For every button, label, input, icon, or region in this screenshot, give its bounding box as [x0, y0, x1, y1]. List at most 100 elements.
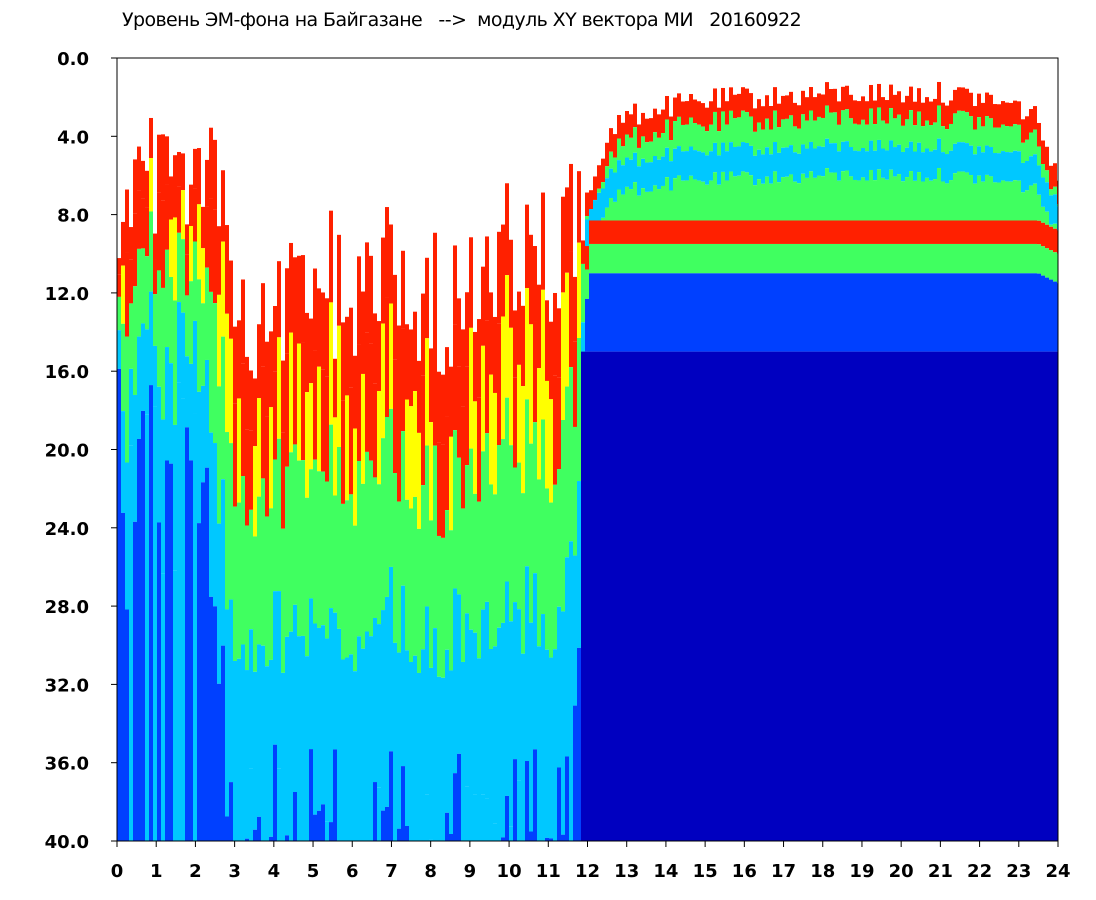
heatmap-column	[557, 308, 561, 841]
heatmap-cell	[257, 398, 261, 497]
heatmap-cell	[193, 413, 197, 841]
heatmap-cell	[389, 566, 393, 752]
heatmap-cell	[933, 273, 937, 352]
heatmap-cell	[809, 110, 813, 142]
heatmap-cell	[1021, 273, 1025, 352]
heatmap-cell	[509, 826, 513, 841]
heatmap-column	[909, 86, 913, 841]
heatmap-cell	[781, 220, 785, 244]
heatmap-cell	[145, 329, 149, 415]
heatmap-cell	[689, 273, 693, 352]
heatmap-cell	[501, 837, 505, 841]
heatmap-cell	[577, 647, 581, 841]
heatmap-cell	[609, 198, 613, 221]
heatmap-cell	[909, 220, 913, 244]
heatmap-cell	[557, 606, 561, 768]
heatmap-cell	[985, 116, 989, 146]
heatmap-cell	[1053, 194, 1057, 224]
heatmap-cell	[681, 101, 685, 125]
heatmap-cell	[417, 528, 421, 673]
heatmap-cell	[965, 172, 969, 221]
heatmap-cell	[117, 274, 121, 297]
heatmap-cell	[925, 120, 929, 149]
heatmap-cell	[729, 87, 733, 111]
heatmap-cell	[757, 179, 761, 221]
heatmap-cell	[721, 351, 725, 841]
heatmap-cell	[901, 181, 905, 221]
heatmap-cell	[153, 294, 157, 346]
heatmap-cell	[865, 351, 869, 841]
heatmap-cell	[785, 243, 789, 274]
heatmap-cell	[525, 399, 529, 567]
heatmap-cell	[1005, 181, 1009, 221]
heatmap-cell	[1009, 351, 1013, 841]
heatmap-cell	[801, 90, 805, 115]
heatmap-cell	[865, 180, 869, 221]
heatmap-cell	[281, 432, 285, 529]
heatmap-cell	[129, 303, 133, 369]
heatmap-cell	[645, 243, 649, 274]
heatmap-cell	[449, 530, 453, 671]
heatmap-cell	[561, 611, 565, 835]
x-tick-label: 13	[614, 861, 639, 882]
heatmap-cell	[525, 761, 529, 841]
heatmap-cell	[405, 650, 409, 826]
heatmap-cell	[701, 126, 705, 153]
heatmap-cell	[317, 288, 321, 367]
heatmap-cell	[561, 196, 565, 293]
heatmap-column	[417, 360, 421, 841]
heatmap-cell	[657, 243, 661, 274]
heatmap-column	[965, 88, 969, 841]
y-tick-label: 12.0	[45, 284, 89, 305]
heatmap-cell	[789, 273, 793, 352]
heatmap-cell	[877, 107, 881, 140]
heatmap-cell	[117, 296, 121, 331]
heatmap-cell	[313, 814, 317, 841]
heatmap-cell	[609, 351, 613, 841]
heatmap-cell	[997, 273, 1001, 352]
heatmap-column	[777, 103, 781, 841]
heatmap-cell	[857, 101, 861, 125]
heatmap-cell	[789, 115, 793, 146]
heatmap-cell	[709, 220, 713, 244]
heatmap-cell	[893, 147, 897, 177]
heatmap-cell	[537, 284, 541, 369]
heatmap-cell	[853, 273, 857, 352]
heatmap-cell	[993, 104, 997, 128]
heatmap-cell	[325, 298, 329, 377]
heatmap-cell	[993, 243, 997, 274]
heatmap-cell	[913, 101, 917, 126]
heatmap-cell	[625, 243, 629, 274]
heatmap-cell	[413, 311, 417, 392]
heatmap-column	[905, 95, 909, 841]
heatmap-cell	[185, 224, 189, 255]
heatmap-cell	[737, 146, 741, 176]
heatmap-column	[245, 356, 249, 841]
heatmap-column	[137, 146, 141, 841]
heatmap-cell	[721, 273, 725, 352]
heatmap-cell	[1037, 165, 1041, 195]
heatmap-cell	[785, 351, 789, 841]
heatmap-cell	[601, 220, 605, 244]
heatmap-cell	[961, 220, 965, 244]
heatmap-cell	[349, 307, 353, 388]
heatmap-cell	[813, 97, 817, 121]
heatmap-cell	[773, 351, 777, 841]
heatmap-cell	[161, 200, 165, 288]
heatmap-cell	[621, 243, 625, 274]
heatmap-cell	[181, 190, 185, 240]
heatmap-cell	[201, 206, 205, 249]
heatmap-column	[269, 331, 273, 841]
heatmap-cell	[345, 316, 349, 396]
heatmap-cell	[213, 139, 217, 210]
heatmap-cell	[937, 220, 941, 244]
heatmap-cell	[833, 243, 837, 274]
heatmap-cell	[937, 168, 941, 221]
heatmap-cell	[673, 97, 677, 122]
heatmap-cell	[981, 220, 985, 244]
heatmap-cell	[153, 345, 157, 407]
heatmap-cell	[633, 103, 637, 128]
heatmap-cell	[885, 179, 889, 221]
heatmap-cell	[197, 204, 201, 280]
heatmap-cell	[813, 273, 817, 352]
